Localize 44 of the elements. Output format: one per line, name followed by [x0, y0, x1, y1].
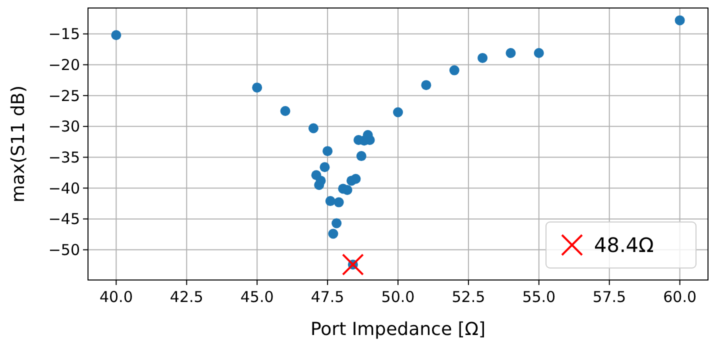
point [280, 106, 290, 116]
y-tick-label: −25 [48, 86, 80, 105]
point [322, 146, 333, 156]
point [320, 162, 330, 172]
y-axis-title: max(S11 dB) [8, 85, 29, 203]
x-tick-label: 50.0 [381, 288, 415, 306]
y-tick-label: −30 [48, 118, 80, 136]
point [334, 197, 344, 208]
point [252, 82, 262, 93]
x-tick-label: 47.5 [310, 288, 344, 306]
x-tick-label: 60.0 [663, 288, 697, 306]
point [342, 184, 352, 195]
y-tick-label: −45 [48, 210, 80, 228]
point [506, 48, 516, 58]
y-tick-label: −15 [48, 25, 80, 44]
y-tick-label: −35 [48, 148, 80, 167]
x-tick-label: 52.5 [452, 288, 486, 306]
point [393, 107, 403, 118]
x-tick-label: 55.0 [522, 288, 556, 306]
y-tick-label: −50 [48, 241, 80, 260]
point [449, 65, 460, 76]
point [359, 136, 370, 146]
point [674, 15, 685, 26]
x-axis-title: Port Impedance [Ω] [310, 319, 486, 340]
point [421, 80, 432, 90]
x-tick-label: 57.5 [592, 288, 626, 306]
x-tick-label: 40.0 [99, 288, 133, 306]
point [534, 48, 544, 58]
point [346, 176, 356, 186]
legend-label: 48.4Ω [594, 233, 654, 257]
x-tick-label: 45.0 [240, 288, 274, 306]
point [328, 228, 338, 239]
point [314, 180, 324, 190]
x-tick-label: 42.5 [170, 288, 204, 306]
point [325, 196, 336, 206]
y-tick-label: −40 [48, 179, 80, 198]
y-tick-label: −20 [48, 56, 80, 74]
legend: 48.4Ω [546, 222, 696, 268]
point [308, 123, 318, 134]
point [342, 254, 364, 276]
point [478, 52, 488, 63]
point [111, 30, 122, 40]
point [356, 151, 366, 162]
point [332, 218, 342, 228]
